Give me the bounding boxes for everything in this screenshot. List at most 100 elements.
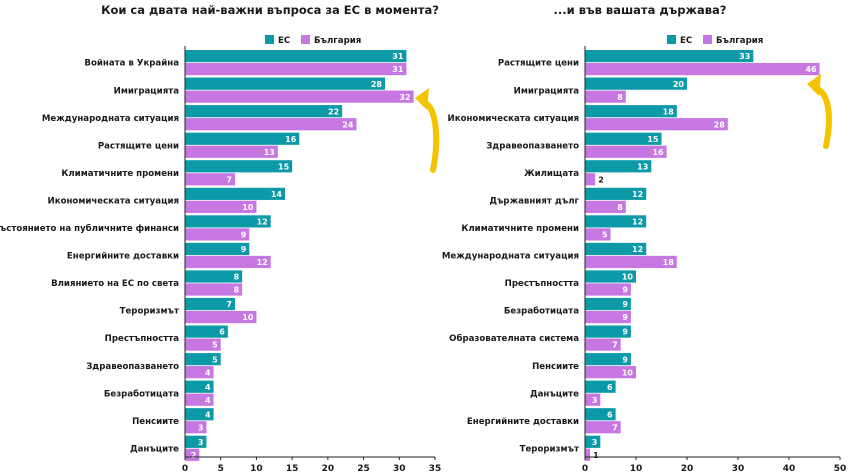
data-label: 24 xyxy=(342,120,354,129)
bar-eu xyxy=(585,435,601,448)
bar-bulgaria xyxy=(185,283,243,296)
bar-bulgaria xyxy=(185,90,414,103)
data-label: 5 xyxy=(212,355,218,364)
bar-eu xyxy=(585,325,631,338)
data-label: 12 xyxy=(257,218,268,227)
data-label: 16 xyxy=(285,135,297,144)
data-label: 8 xyxy=(617,93,623,102)
data-label: 18 xyxy=(663,107,675,116)
data-label: 31 xyxy=(392,65,404,74)
data-label: 8 xyxy=(234,273,240,282)
bar-eu xyxy=(585,132,662,145)
chart-title: Кои са двата най-важни въпроса за ЕС в м… xyxy=(101,3,439,17)
bar-bulgaria xyxy=(185,448,200,461)
bar-eu xyxy=(185,105,343,118)
data-label: 4 xyxy=(205,383,211,392)
bar-bulgaria xyxy=(585,366,636,379)
data-label: 7 xyxy=(612,423,618,432)
bar-eu xyxy=(185,215,271,228)
bar-bulgaria xyxy=(185,338,221,351)
bar-eu xyxy=(585,408,616,421)
x-tick-label: 40 xyxy=(783,464,796,474)
category-label: Тероризмът xyxy=(520,444,579,454)
data-label: 7 xyxy=(226,300,232,309)
bar-bulgaria xyxy=(185,255,271,269)
data-label: 18 xyxy=(663,258,675,267)
bar-eu xyxy=(585,50,754,63)
category-label: Състоянието на публичните финанси xyxy=(0,223,179,234)
bar-bulgaria xyxy=(585,228,611,241)
bar-eu xyxy=(185,297,235,311)
data-label: 13 xyxy=(264,148,275,157)
bar-bulgaria xyxy=(585,173,596,186)
bar-eu xyxy=(185,50,407,63)
bar-eu xyxy=(585,77,687,90)
data-label: 9 xyxy=(622,355,628,364)
category-label: Безработицата xyxy=(104,388,179,399)
legend-swatch-eu xyxy=(667,35,676,44)
data-label: 6 xyxy=(607,410,613,419)
annotation-arrow-icon xyxy=(415,88,440,173)
bar-eu xyxy=(185,408,214,421)
bar-bulgaria xyxy=(185,63,407,76)
bar-eu xyxy=(585,215,647,228)
bar-bulgaria xyxy=(185,145,278,158)
legend-swatch-eu xyxy=(265,35,274,44)
data-label: 6 xyxy=(219,328,225,337)
data-label: 7 xyxy=(612,341,618,350)
data-label: 22 xyxy=(328,107,339,116)
category-label: Данъците xyxy=(130,444,179,454)
data-label: 8 xyxy=(617,203,623,212)
data-label: 6 xyxy=(607,383,613,392)
data-label: 4 xyxy=(205,410,211,419)
data-label: 33 xyxy=(739,52,750,61)
category-label: Пенсиите xyxy=(532,362,579,372)
x-tick-label: 30 xyxy=(393,464,406,474)
x-tick-label: 20 xyxy=(681,464,694,474)
data-label: 8 xyxy=(234,286,240,295)
data-label: 9 xyxy=(241,231,247,240)
x-tick-label: 20 xyxy=(322,464,335,474)
x-tick-label: 10 xyxy=(630,464,643,474)
bar-bulgaria xyxy=(585,63,820,76)
data-label: 10 xyxy=(622,273,634,282)
bar-bulgaria xyxy=(185,421,207,434)
data-label: 3 xyxy=(198,423,204,432)
category-label: Влиянието на ЕС по света xyxy=(51,279,179,289)
data-label: 28 xyxy=(371,80,383,89)
bar-eu xyxy=(585,242,647,256)
bar-eu xyxy=(185,270,243,283)
bar-bulgaria xyxy=(185,200,257,213)
bar-eu xyxy=(185,435,207,448)
category-label: Безработицата xyxy=(504,306,579,317)
data-label: 9 xyxy=(622,313,628,322)
legend-swatch-bulgaria xyxy=(301,35,310,44)
legend: ЕС България xyxy=(667,35,763,46)
x-tick-label: 50 xyxy=(834,464,847,474)
category-label: Международната ситуация xyxy=(442,252,579,262)
data-label: 20 xyxy=(673,80,685,89)
data-label: 10 xyxy=(242,203,254,212)
data-label: 2 xyxy=(598,175,604,184)
data-label: 12 xyxy=(632,245,643,254)
bar-bulgaria xyxy=(585,118,728,131)
x-tick-label: 0 xyxy=(582,464,588,474)
bar-eu xyxy=(585,297,631,311)
bar-eu xyxy=(185,160,293,173)
bar-bulgaria xyxy=(585,255,677,269)
data-label: 46 xyxy=(805,65,817,74)
bar-eu xyxy=(185,187,285,200)
legend-label-eu: ЕС xyxy=(680,36,692,46)
data-label: 5 xyxy=(212,341,218,350)
data-label: 5 xyxy=(602,231,608,240)
category-label: Икономическата ситуация xyxy=(48,196,179,206)
data-label: 12 xyxy=(632,190,643,199)
category-label: Тероризмът xyxy=(120,307,179,317)
legend-label-bulgaria: България xyxy=(314,36,361,46)
bar-bulgaria xyxy=(585,90,626,103)
x-tick-label: 15 xyxy=(286,464,299,474)
bar-eu xyxy=(585,270,636,283)
category-label: Жилищата xyxy=(524,169,579,179)
category-label: Пенсиите xyxy=(132,417,179,427)
